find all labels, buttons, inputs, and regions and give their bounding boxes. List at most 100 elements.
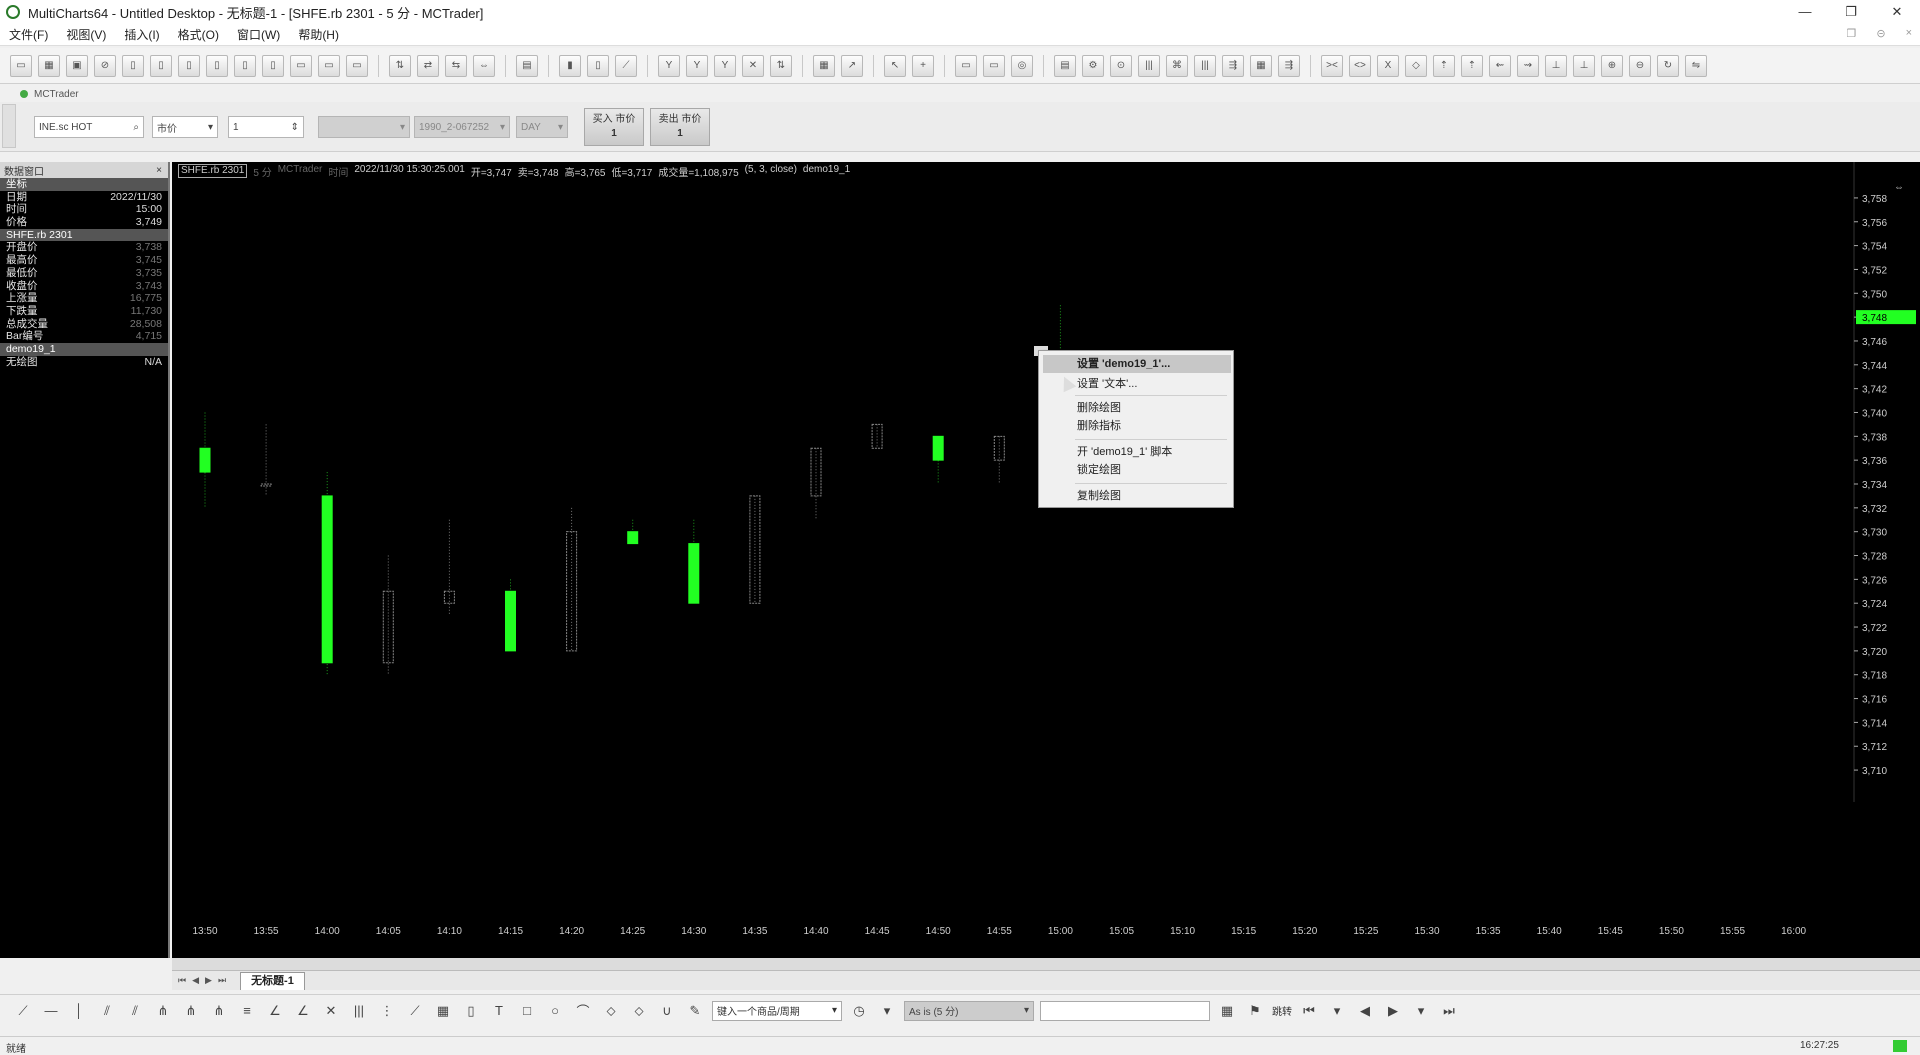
minimize-icon[interactable]: ⊝ xyxy=(1876,28,1886,40)
drawing-tool-icon[interactable]: — xyxy=(44,1003,58,1018)
toolbar-icon[interactable]: ⇝ xyxy=(1517,54,1539,77)
menu-open-script[interactable]: 开 'demo19_1' 脚本 xyxy=(1077,446,1173,458)
toolbar-icon[interactable]: ⇅ xyxy=(770,54,792,77)
restore-icon[interactable]: ❐ xyxy=(1846,28,1857,40)
axis-resize-icon[interactable]: ⇔ xyxy=(1894,182,1904,193)
search-icon[interactable]: ⌕ xyxy=(133,121,139,133)
toolbar-icon[interactable]: ▭ xyxy=(983,54,1005,77)
toolbar-icon[interactable]: ⇶ xyxy=(1278,54,1300,77)
menu-window[interactable]: 窗口(W) xyxy=(236,28,281,42)
toolbar-icon[interactable]: ⇅ xyxy=(389,54,411,77)
toolbar-icon[interactable]: ⊖ xyxy=(1629,54,1651,77)
close-button[interactable]: ✕ xyxy=(1891,4,1903,19)
next-sheet-icon[interactable]: ▶ xyxy=(205,975,212,985)
toolbar-icon[interactable]: + xyxy=(912,54,934,77)
menu-file[interactable]: 文件(F) xyxy=(9,28,49,42)
toolbar-icon[interactable]: ⌘ xyxy=(1166,54,1188,77)
drawing-tool-icon[interactable]: ⋔ xyxy=(213,1002,225,1018)
toolbar-icon[interactable]: ⊘ xyxy=(94,54,116,77)
toolbar-icon[interactable]: ||| xyxy=(1138,54,1160,77)
stepper-icon[interactable]: ⇕ xyxy=(290,121,299,133)
jump-button[interactable]: 跳转 xyxy=(1272,1007,1292,1018)
toolbar-icon[interactable]: ⇄ xyxy=(417,54,439,77)
menu-format-study[interactable]: 设置 'demo19_1'... xyxy=(1043,355,1231,373)
toolbar-icon[interactable]: ▦ xyxy=(38,54,60,77)
sheet-tab[interactable]: 无标题-1 xyxy=(240,971,305,990)
toolbar-icon[interactable]: ▯ xyxy=(178,54,200,77)
toolbar-icon[interactable]: ⊕ xyxy=(1601,54,1623,77)
drawing-tool-icon[interactable]: ⫽ xyxy=(132,1002,138,1018)
toolbar-icon[interactable]: ▭ xyxy=(955,54,977,77)
menu-copy-drawing[interactable]: 复制绘图 xyxy=(1077,490,1121,502)
date-input[interactable] xyxy=(1040,1000,1210,1021)
toolbar-icon[interactable]: ◇ xyxy=(1405,54,1427,77)
maximize-button[interactable]: ❐ xyxy=(1845,4,1857,19)
drawing-tool-icon[interactable]: ▯ xyxy=(467,1002,475,1018)
toolbar-icon[interactable]: ⇆ xyxy=(445,54,467,77)
buy-market-button[interactable]: 买入 市价 1 xyxy=(584,108,644,146)
tif-select[interactable]: DAY ▾ xyxy=(516,116,568,138)
toolbar-icon[interactable]: ⇡ xyxy=(1433,54,1455,77)
playback-icon[interactable]: ⏮ xyxy=(1303,1002,1315,1018)
chart-area[interactable]: 3,758 3,756 3,754 3,752 3,750 3,748 3,746 3,744… xyxy=(172,162,1920,958)
toolbar-icon[interactable]: ⇡ xyxy=(1461,54,1483,77)
toolbar-icon[interactable]: Y xyxy=(686,54,708,77)
toolbar-icon[interactable]: Y xyxy=(658,54,680,77)
drawing-tool-icon[interactable]: ∠ xyxy=(297,1002,309,1018)
playback-icon[interactable]: ▶ xyxy=(1388,1002,1398,1018)
playback-icon[interactable]: ▾ xyxy=(1417,1002,1425,1018)
menu-lock-drawing[interactable]: 锁定绘图 xyxy=(1077,464,1121,476)
drawing-tool-icon[interactable]: ⋔ xyxy=(157,1002,169,1018)
toolbar-icon[interactable]: ▯ xyxy=(150,54,172,77)
toolbar-icon[interactable]: ⊙ xyxy=(1110,54,1132,77)
toolbar-icon[interactable]: ⇔ xyxy=(473,54,495,77)
minimize-button[interactable]: — xyxy=(1798,4,1812,19)
toolbar-icon[interactable]: <> xyxy=(1349,54,1371,77)
menu-delete-study[interactable]: 删除指标 xyxy=(1077,420,1121,432)
drawing-tool-icon[interactable]: ⫽ xyxy=(104,1002,110,1018)
toolbar-icon[interactable]: ||| xyxy=(1194,54,1216,77)
resolution-select[interactable]: As is (5 分) ▾ xyxy=(904,1000,1034,1021)
close-icon[interactable]: × xyxy=(156,164,162,176)
toolbar-icon[interactable]: ▦ xyxy=(1250,54,1272,77)
calendar-icon[interactable]: ▦ xyxy=(1220,1002,1234,1018)
toolbar-icon[interactable]: ▣ xyxy=(66,54,88,77)
menu-insert[interactable]: 插入(I) xyxy=(124,28,160,42)
toolbar-icon[interactable]: ▤ xyxy=(1054,54,1076,77)
drawing-tool-icon[interactable]: ≡ xyxy=(243,1003,251,1018)
toolbar-icon[interactable]: ▭ xyxy=(290,54,312,77)
toolbar-icon[interactable]: ▭ xyxy=(318,54,340,77)
toolbar-icon[interactable]: ▭ xyxy=(346,54,368,77)
status-symbol[interactable]: SHFE.rb 2301 xyxy=(178,164,248,178)
drawing-tool-icon[interactable]: T xyxy=(495,1003,503,1018)
toolbar-icon[interactable]: ⇜ xyxy=(1489,54,1511,77)
order-type-select[interactable]: 市价 ▾ xyxy=(152,116,218,138)
menu-delete-drawing[interactable]: 删除绘图 xyxy=(1077,402,1121,414)
toolbar-icon[interactable]: Y xyxy=(714,54,736,77)
drawing-tool-icon[interactable]: ∠ xyxy=(269,1002,281,1018)
drawing-tool-icon[interactable]: ||| xyxy=(353,1003,365,1018)
playback-icon[interactable]: ▾ xyxy=(1333,1002,1341,1018)
menu-help[interactable]: 帮助(H) xyxy=(298,28,339,42)
sell-market-button[interactable]: 卖出 市价 1 xyxy=(650,108,710,146)
toolbar-icon[interactable]: ▤ xyxy=(516,54,538,77)
first-sheet-icon[interactable]: ⏮ xyxy=(178,975,187,985)
toolbar-icon[interactable]: ◎ xyxy=(1011,54,1033,77)
drawing-tool-icon[interactable]: ⋔ xyxy=(185,1002,197,1018)
drawing-tool-icon[interactable]: ⬦ xyxy=(606,1002,616,1018)
chart-scrollbar[interactable] xyxy=(172,958,1920,970)
account-select[interactable]: 1990_2-067252 ▾ xyxy=(414,116,510,138)
drawing-tool-icon[interactable]: ✕ xyxy=(325,1002,337,1018)
drawing-tool-icon[interactable]: ⌒ xyxy=(576,1004,590,1019)
drawing-tool-icon[interactable]: ⋮ xyxy=(380,1002,394,1018)
drawing-tool-icon[interactable]: ▦ xyxy=(436,1002,450,1018)
toolbar-icon[interactable]: >< xyxy=(1321,54,1343,77)
jump-icon[interactable]: ⚑ xyxy=(1249,1002,1261,1018)
toolbar-icon[interactable]: ↻ xyxy=(1657,54,1679,77)
menu-format[interactable]: 格式(O) xyxy=(177,28,219,42)
menu-view[interactable]: 视图(V) xyxy=(66,28,107,42)
drawing-tool-icon[interactable]: ✎ xyxy=(689,1002,701,1018)
menu-format-text[interactable]: 设置 '文本'... xyxy=(1077,378,1138,390)
toolbar-icon[interactable]: ⟋ xyxy=(615,54,637,77)
close-icon[interactable]: × xyxy=(1905,27,1912,39)
